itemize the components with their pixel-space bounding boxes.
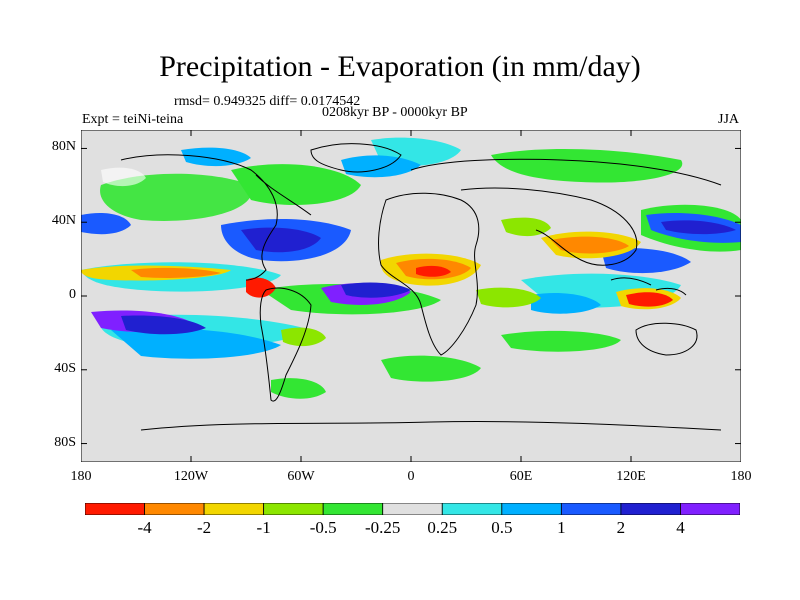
season-label: JJA	[718, 112, 740, 127]
lat-tick-label: 40N	[51, 213, 76, 229]
colorbar-swatch	[85, 503, 145, 515]
coastlines	[120, 143, 722, 431]
colorbar-swatch	[441, 503, 503, 515]
plot-title: Precipitation - Evaporation (in mm/day)	[159, 50, 641, 83]
lat-tick-label: 80N	[51, 139, 76, 155]
colorbar	[85, 503, 740, 515]
colorbar-label: -2	[196, 518, 212, 537]
colorbar-swatch	[322, 503, 384, 515]
colorbar-label: 1	[557, 518, 566, 537]
lat-tick-label: 40S	[54, 360, 76, 376]
lon-tick-label: 0	[407, 469, 415, 484]
stats-label: rmsd= 0.949325 diff= 0.0174542	[174, 94, 361, 109]
lon-tick-label: 180	[730, 469, 752, 484]
colorbar-swatch	[560, 503, 622, 515]
colorbar-swatch	[620, 503, 681, 515]
colorbar-swatch	[203, 503, 265, 515]
colorbar-label: 2	[616, 518, 626, 537]
lat-tick-label: 0	[69, 287, 76, 302]
experiment-label: Expt = teiNi-teina	[82, 112, 184, 127]
period-label: 0208kyr BP - 0000kyr BP	[322, 105, 468, 120]
colorbar-label: -0.5	[309, 518, 337, 537]
lon-tick-label: 60E	[509, 469, 533, 484]
colorbar-swatch	[144, 503, 205, 515]
lat-tick-label: 80S	[54, 434, 76, 450]
colorbar-label: -0.25	[365, 518, 401, 537]
colorbar-swatch	[501, 503, 562, 515]
lon-tick-label: 180	[70, 469, 92, 484]
colorbar-label: 0.25	[427, 518, 458, 537]
colorbar-swatch	[263, 503, 324, 515]
colorbar-label: 0.5	[491, 518, 513, 537]
colorbar-label: 4	[676, 518, 685, 537]
lon-tick-label: 60W	[287, 469, 315, 484]
lon-tick-label: 120E	[616, 469, 646, 484]
map-plot	[81, 130, 741, 462]
lon-tick-label: 120W	[173, 469, 209, 484]
axis-ticks	[81, 130, 741, 462]
colorbar-swatch	[680, 503, 740, 515]
colorbar-label: -1	[256, 518, 271, 537]
colorbar-swatch	[382, 503, 443, 515]
colorbar-label: -4	[137, 518, 152, 537]
contour-regions	[81, 137, 741, 399]
